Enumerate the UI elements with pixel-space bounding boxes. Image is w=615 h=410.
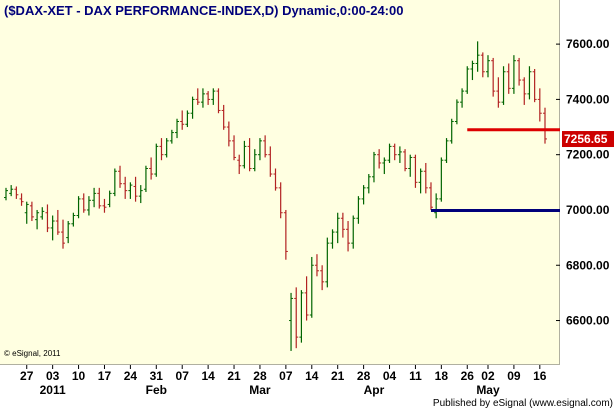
x-tick-label: 26: [461, 369, 475, 383]
date-axis[interactable]: [0, 365, 560, 397]
y-tick-label: 7400.00: [566, 92, 610, 106]
month-label: Apr: [364, 383, 385, 397]
y-tick-label: 7000.00: [566, 203, 610, 217]
x-tick-label: 09: [507, 369, 521, 383]
price-axis[interactable]: [560, 0, 615, 365]
x-tick-label: 07: [279, 369, 293, 383]
x-tick-label: 31: [150, 369, 164, 383]
plot-area[interactable]: [0, 0, 560, 365]
x-tick-label: 18: [435, 369, 449, 383]
x-tick-label: 04: [383, 369, 397, 383]
x-tick-label: 16: [533, 369, 547, 383]
x-tick-label: 28: [253, 369, 267, 383]
x-tick-label: 14: [305, 369, 319, 383]
x-tick-label: 21: [331, 369, 345, 383]
x-tick-label: 28: [357, 369, 371, 383]
x-tick-label: 02: [481, 369, 495, 383]
x-tick-label: 07: [176, 369, 190, 383]
x-tick-label: 27: [20, 369, 34, 383]
y-tick-label: 6600.00: [566, 314, 610, 328]
y-tick-label: 7200.00: [566, 148, 610, 162]
x-tick-label: 11: [409, 369, 422, 383]
month-label: Feb: [146, 383, 167, 397]
y-tick-label: 6800.00: [566, 258, 610, 272]
last-price-label: 7256.65: [564, 132, 608, 146]
x-tick-label: 21: [227, 369, 241, 383]
month-label: Mar: [249, 383, 271, 397]
last-price-box: [562, 131, 614, 148]
x-tick-label: 03: [46, 369, 60, 383]
copyright-notice: © eSignal, 2011: [4, 349, 61, 358]
y-tick-label: 7600.00: [566, 37, 610, 51]
x-tick-label: 17: [98, 369, 112, 383]
x-tick-label: 10: [72, 369, 86, 383]
chart-title: ($DAX-XET - DAX PERFORMANCE-INDEX,D) Dyn…: [4, 3, 404, 18]
price-chart: 6600.00 6800.00 7000.00 7200.00 7400.00 7600.…: [4, 37, 614, 397]
x-tick-label: 24: [124, 369, 138, 383]
month-label: May: [476, 383, 500, 397]
x-tick-label: 14: [201, 369, 215, 383]
publisher-footer: Published by eSignal (www.esignal.com): [432, 398, 613, 409]
month-label: 2011: [40, 383, 66, 397]
